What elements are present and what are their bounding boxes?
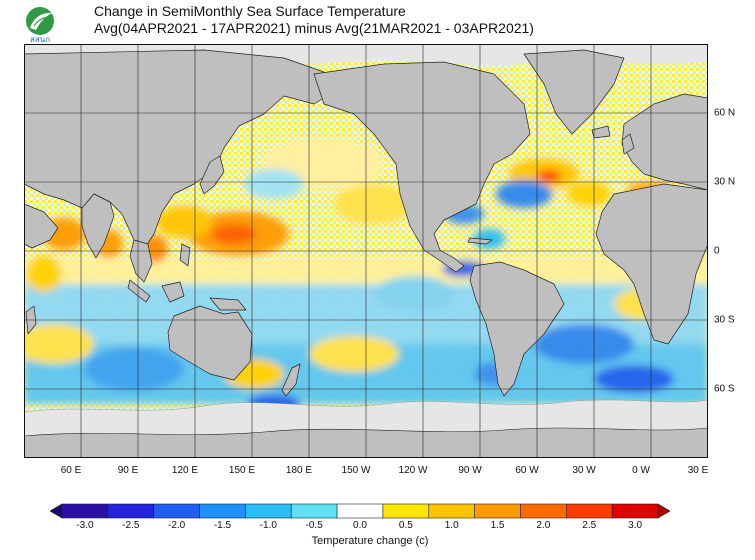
map-title: Change in SemiMonthly Sea Surface Temper… xyxy=(94,3,406,19)
colorbar-tick-label: 3.0 xyxy=(628,520,643,531)
colorbar-tick-label: -2.0 xyxy=(167,520,186,531)
latitude-tick-label: 60 S xyxy=(714,383,735,395)
longitude-tick-label: 30 W xyxy=(572,465,596,476)
colorbar-tick-label: 0.0 xyxy=(353,520,367,531)
latitude-tick-label: 60 N xyxy=(714,107,736,119)
longitude-tick-label: 120 E xyxy=(171,465,199,476)
colorbar-tick-label: -2.5 xyxy=(122,520,140,531)
colorbar-segment xyxy=(566,503,613,519)
longitude-tick-label: 90 E xyxy=(117,465,139,476)
longitude-tick-label: 180 E xyxy=(285,465,313,476)
indochina xyxy=(129,239,153,283)
longitude-tick-label: 90 W xyxy=(458,465,482,476)
latitude-tick-label: 0 xyxy=(714,245,720,257)
longitude-tick-label: 150 W xyxy=(341,465,371,476)
colorbar-segment xyxy=(153,503,200,519)
north-america xyxy=(313,61,531,273)
colorbar-max-arrow xyxy=(657,503,670,519)
australia xyxy=(167,305,253,381)
longitude-tick-label: 30 E xyxy=(687,465,709,476)
colorbar-segment xyxy=(245,503,292,519)
new-zealand xyxy=(281,363,301,397)
latitude-tick-label: 30 S xyxy=(714,314,735,326)
colorbar-segment xyxy=(290,503,338,519)
colorbar-tick-label: -0.5 xyxy=(305,520,323,531)
colorbar xyxy=(50,503,670,519)
colorbar-segment xyxy=(474,503,521,519)
colorbar-tick-label: -1.5 xyxy=(213,520,232,531)
philippines xyxy=(179,243,191,267)
europe xyxy=(621,93,708,191)
colorbar-title: Temperature change (c) xyxy=(311,535,429,547)
uk xyxy=(621,133,635,155)
colorbar-tick-label: 2.0 xyxy=(536,520,551,531)
south-america xyxy=(469,261,565,397)
longitude-tick-label: 60 W xyxy=(515,465,539,476)
longitude-tick-label: 0 W xyxy=(632,465,650,476)
new-guinea xyxy=(209,297,247,311)
india xyxy=(81,193,115,259)
colorbar-segment xyxy=(336,503,384,519)
colorbar-tick-label: 1.0 xyxy=(444,520,459,531)
africa xyxy=(595,183,708,345)
landmasses xyxy=(24,49,708,397)
colorbar-segment xyxy=(107,503,154,519)
colorbar-tick-label: -3.0 xyxy=(76,520,94,531)
greenland xyxy=(523,49,625,135)
colorbar-tick-label: 2.5 xyxy=(582,520,597,531)
iceland xyxy=(591,125,611,139)
colorbar-tick-label: -1.0 xyxy=(259,520,277,531)
colorbar-segment xyxy=(61,503,109,519)
colorbar-tick-label: 0.5 xyxy=(398,520,413,531)
sumatra xyxy=(127,279,151,303)
colorbar-segment xyxy=(520,503,567,519)
colorbar-segment xyxy=(428,503,475,519)
latitude-tick-label: 30 N xyxy=(714,176,736,188)
longitude-tick-label: 120 W xyxy=(398,465,428,476)
longitude-tick-label: 60 E xyxy=(60,465,82,476)
colorbar-segment xyxy=(382,503,430,519)
colorbar-tick-label: 1.5 xyxy=(490,520,505,531)
colorbar-segment xyxy=(611,503,659,519)
colorbar-min-arrow xyxy=(50,503,63,519)
agency-logo: สสนก xyxy=(26,7,54,44)
longitude-tick-label: 150 E xyxy=(228,465,256,476)
map-frame xyxy=(24,44,708,458)
arabia xyxy=(24,203,59,249)
map-subtitle: Avg(04APR2021 - 17APR2021) minus Avg(21M… xyxy=(94,20,534,36)
colorbar-segment xyxy=(199,503,246,519)
sst-change-map xyxy=(24,44,708,458)
svg-text:สสนก: สสนก xyxy=(30,35,50,44)
graticule xyxy=(24,44,708,458)
japan xyxy=(199,155,225,195)
borneo xyxy=(161,281,185,303)
